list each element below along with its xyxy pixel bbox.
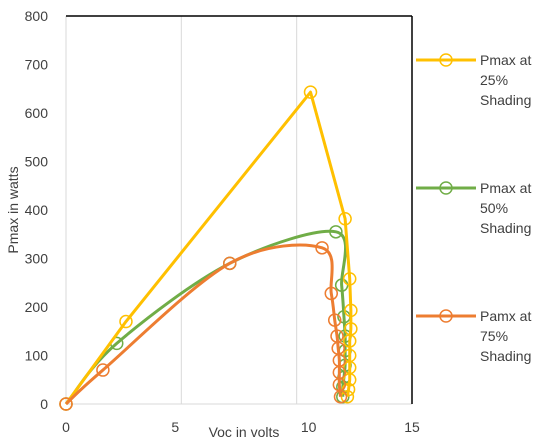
legend-item: Pmax at 50% Shading bbox=[416, 180, 531, 236]
y-tick-label: 0 bbox=[40, 396, 48, 412]
y-tick-label: 600 bbox=[25, 105, 49, 121]
data-point bbox=[324, 286, 339, 301]
legend-label: Shading bbox=[480, 220, 531, 236]
data-point bbox=[338, 211, 352, 226]
legend-marker bbox=[439, 309, 453, 323]
data-point bbox=[59, 397, 73, 411]
data-point bbox=[340, 389, 355, 404]
x-tick-label: 10 bbox=[301, 419, 317, 435]
data-point bbox=[344, 303, 358, 318]
data-point bbox=[223, 256, 237, 271]
legend-marker bbox=[439, 53, 453, 67]
data-point bbox=[342, 272, 357, 286]
data-point bbox=[329, 225, 343, 239]
legend-label: 50% bbox=[480, 200, 508, 216]
y-tick-label: 700 bbox=[25, 57, 49, 73]
legend-label: Pmax at bbox=[480, 52, 531, 68]
y-tick-label: 400 bbox=[25, 202, 49, 218]
legend-label: Pamx at bbox=[480, 308, 531, 324]
y-tick-label: 500 bbox=[25, 154, 49, 170]
y-tick-label: 300 bbox=[25, 251, 49, 267]
x-tick-label: 15 bbox=[404, 419, 420, 435]
x-tick-label: 5 bbox=[171, 419, 179, 435]
series-line bbox=[64, 243, 342, 406]
grid bbox=[180, 16, 298, 404]
legend-item: Pamx at 75% Shading bbox=[416, 308, 531, 364]
legend-label: 25% bbox=[480, 72, 508, 88]
legend-item: Pmax at 25% Shading bbox=[416, 52, 531, 108]
legend-label: Shading bbox=[480, 348, 531, 364]
data-point bbox=[303, 85, 318, 99]
x-tick-label: 0 bbox=[62, 419, 70, 435]
y-tick-label: 100 bbox=[25, 348, 49, 364]
legend-marker bbox=[439, 181, 453, 195]
axes bbox=[65, 15, 413, 405]
data-point bbox=[342, 334, 357, 348]
plot-area bbox=[66, 16, 412, 404]
data-point bbox=[333, 389, 348, 404]
y-axis-title: Pmax in watts bbox=[5, 166, 21, 253]
legend-label: Shading bbox=[480, 92, 531, 108]
x-axis-title: Voc in volts bbox=[209, 424, 280, 439]
series-layer bbox=[59, 85, 358, 411]
data-point bbox=[327, 313, 342, 327]
y-tick-label: 200 bbox=[25, 299, 49, 315]
data-point bbox=[315, 241, 329, 255]
y-tick-label: 800 bbox=[25, 8, 49, 24]
series-line bbox=[64, 90, 353, 405]
data-point bbox=[96, 363, 110, 377]
tick-labels: 0 5 10 15 0 100 200 300 400 500 600 700 800 bbox=[25, 8, 420, 435]
legend-label: Pmax at bbox=[480, 180, 531, 196]
data-point bbox=[119, 314, 133, 329]
legend-label: 75% bbox=[480, 328, 508, 344]
